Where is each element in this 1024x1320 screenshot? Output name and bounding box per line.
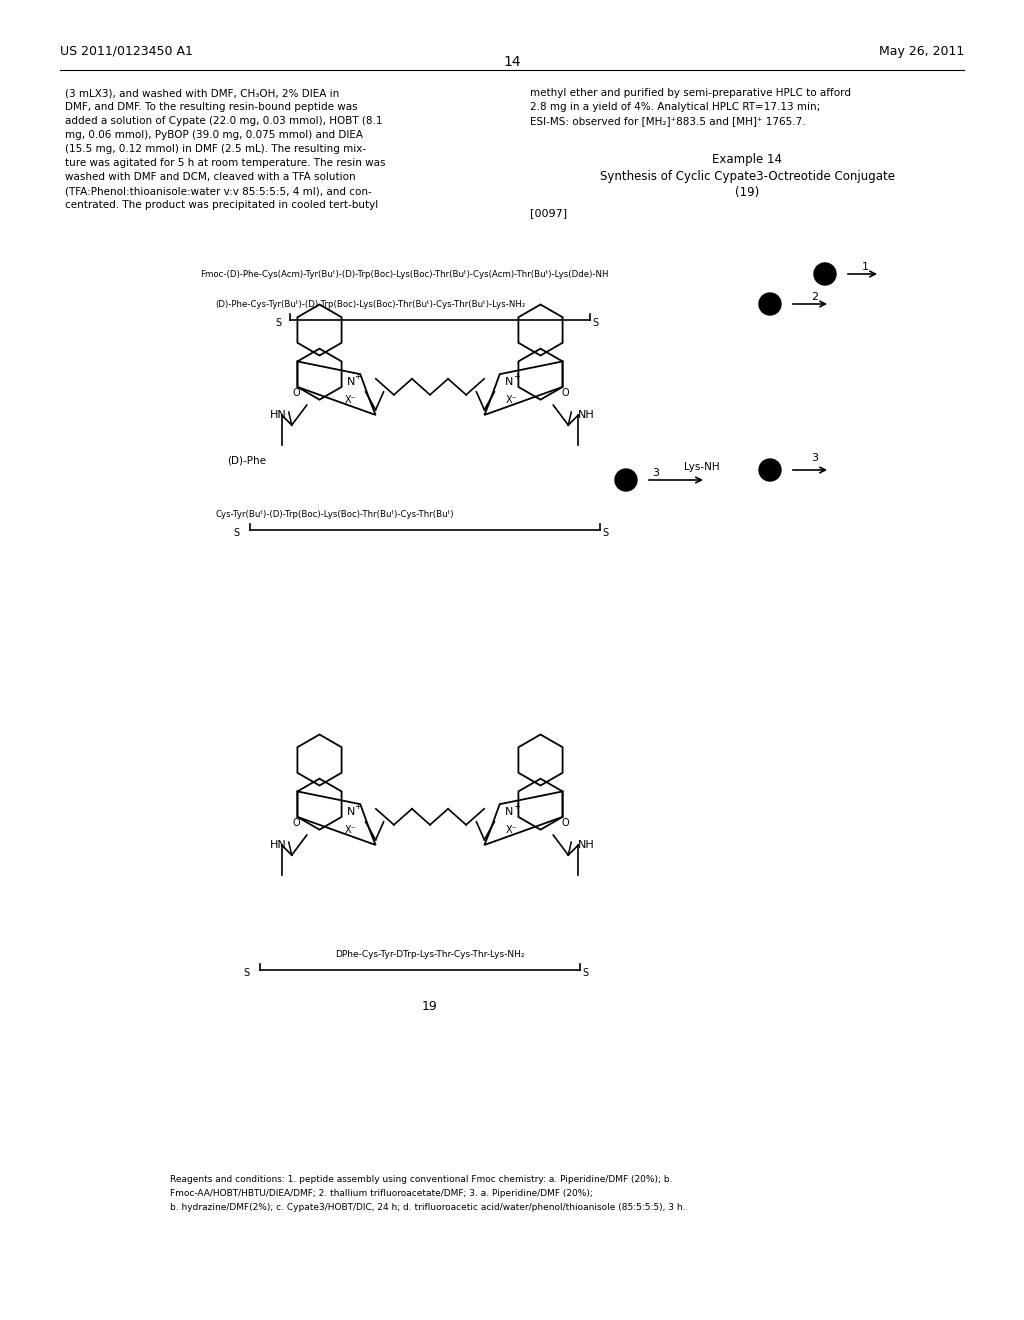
Text: Synthesis of Cyclic Cypate3-Octreotide Conjugate: Synthesis of Cyclic Cypate3-Octreotide C… xyxy=(599,170,895,183)
Text: Fmoc-(D)-Phe-Cys(Acm)-Tyr(Buᵗ)-(D)-Trp(Boc)-Lys(Boc)-Thr(Buᵗ)-Cys(Acm)-Thr(Buᵗ)-: Fmoc-(D)-Phe-Cys(Acm)-Tyr(Buᵗ)-(D)-Trp(B… xyxy=(200,271,608,279)
Text: O: O xyxy=(561,818,569,828)
Text: S: S xyxy=(592,318,598,327)
Text: May 26, 2011: May 26, 2011 xyxy=(879,45,964,58)
Text: Cys-Tyr(Buᵗ)-(D)-Trp(Boc)-Lys(Boc)-Thr(Buᵗ)-Cys-Thr(Buᵗ): Cys-Tyr(Buᵗ)-(D)-Trp(Boc)-Lys(Boc)-Thr(B… xyxy=(215,510,454,519)
Text: Reagents and conditions: 1. peptide assembly using conventional Fmoc chemistry: : Reagents and conditions: 1. peptide asse… xyxy=(170,1175,673,1184)
Text: b. hydrazine/DMF(2%); c. Cypate3/HOBT/DIC, 24 h; d. trifluoroacetic acid/water/p: b. hydrazine/DMF(2%); c. Cypate3/HOBT/DI… xyxy=(170,1203,685,1212)
Text: Example 14: Example 14 xyxy=(712,153,782,166)
Text: (D)-Phe: (D)-Phe xyxy=(227,455,266,465)
Text: +: + xyxy=(513,372,519,381)
Text: 19: 19 xyxy=(422,1001,438,1012)
Text: (D)-Phe-Cys-Tyr(Buᵗ)-(D)-Trp(Boc)-Lys(Boc)-Thr(Buᵗ)-Cys-Thr(Buᵗ)-Lys-NH₂: (D)-Phe-Cys-Tyr(Buᵗ)-(D)-Trp(Boc)-Lys(Bo… xyxy=(215,300,525,309)
Circle shape xyxy=(759,459,781,480)
Text: 1: 1 xyxy=(861,261,868,272)
Text: S: S xyxy=(602,528,608,539)
Text: +: + xyxy=(513,803,519,812)
Text: O: O xyxy=(293,388,301,399)
Text: US 2011/0123450 A1: US 2011/0123450 A1 xyxy=(60,45,193,58)
Text: Fmoc-AA/HOBT/HBTU/DIEA/DMF; 2. thallium trifluoroacetate/DMF; 3. a. Piperidine/D: Fmoc-AA/HOBT/HBTU/DIEA/DMF; 2. thallium … xyxy=(170,1189,593,1199)
Text: N: N xyxy=(347,376,355,387)
Text: +: + xyxy=(354,372,361,381)
Circle shape xyxy=(615,469,637,491)
Text: DPhe-Cys-Tyr-DTrp-Lys-Thr-Cys-Thr-Lys-NH₂: DPhe-Cys-Tyr-DTrp-Lys-Thr-Cys-Thr-Lys-NH… xyxy=(335,950,524,960)
Text: O: O xyxy=(293,818,301,828)
Text: 3: 3 xyxy=(652,469,659,478)
Circle shape xyxy=(759,293,781,315)
Text: N: N xyxy=(505,807,513,817)
Text: (19): (19) xyxy=(735,186,759,199)
Text: 3: 3 xyxy=(811,453,818,463)
Text: S: S xyxy=(275,318,282,327)
Text: X⁻: X⁻ xyxy=(505,825,517,834)
Text: N: N xyxy=(347,807,355,817)
Text: 14: 14 xyxy=(503,55,521,69)
Circle shape xyxy=(814,263,836,285)
Text: X⁻: X⁻ xyxy=(345,395,356,405)
Text: X⁻: X⁻ xyxy=(345,825,356,834)
Text: S: S xyxy=(244,968,250,978)
Text: (3 mLX3), and washed with DMF, CH₃OH, 2% DIEA in
DMF, and DMF. To the resulting : (3 mLX3), and washed with DMF, CH₃OH, 2%… xyxy=(65,88,385,210)
Text: N: N xyxy=(505,376,513,387)
Text: HN: HN xyxy=(270,840,287,850)
Text: methyl ether and purified by semi-preparative HPLC to afford
2.8 mg in a yield o: methyl ether and purified by semi-prepar… xyxy=(530,88,851,125)
Text: NH: NH xyxy=(579,840,595,850)
Text: S: S xyxy=(582,968,588,978)
Text: X⁻: X⁻ xyxy=(505,395,517,405)
Text: +: + xyxy=(354,803,361,812)
Text: [0097]: [0097] xyxy=(530,209,567,218)
Text: S: S xyxy=(233,528,240,539)
Text: O: O xyxy=(561,388,569,399)
Text: HN: HN xyxy=(270,411,287,420)
Text: 2: 2 xyxy=(811,292,818,302)
Text: Lys-NH: Lys-NH xyxy=(684,462,720,473)
Text: NH: NH xyxy=(579,411,595,420)
